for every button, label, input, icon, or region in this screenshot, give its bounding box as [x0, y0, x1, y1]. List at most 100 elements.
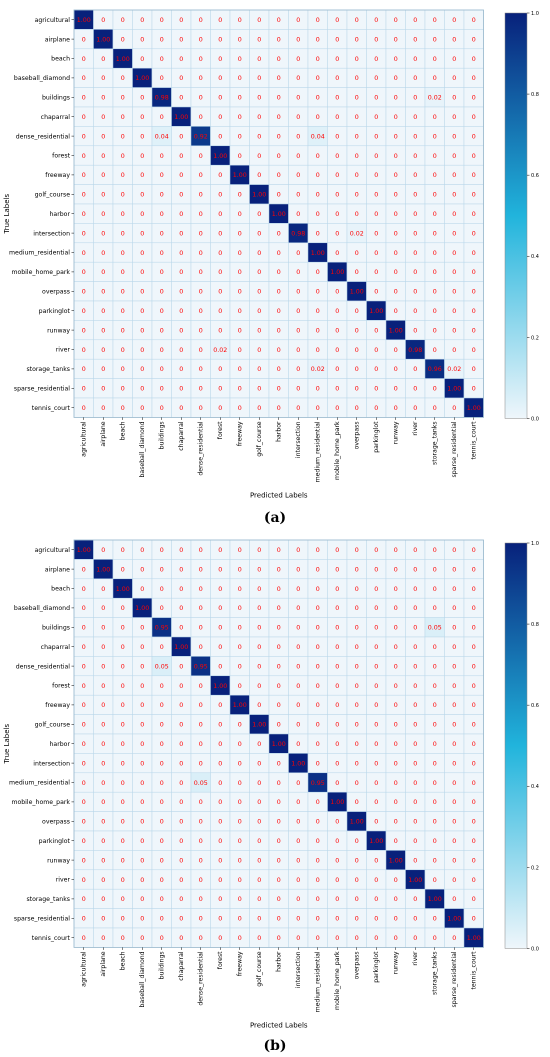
cell-value-label: 0: [472, 114, 476, 121]
cell-value-label: 0: [257, 327, 261, 334]
cell-value-label: 0: [335, 722, 339, 729]
cell-value-label: 0: [238, 56, 242, 63]
cell-value-label: 0: [160, 250, 164, 257]
cell-value-label: 0: [199, 250, 203, 257]
cell-value-label: 0: [472, 230, 476, 237]
cell-value-label: 0.02: [428, 95, 442, 102]
cell-value-label: 0: [160, 308, 164, 315]
cell-value-label: 0: [218, 838, 222, 845]
cell-value-label: 0: [199, 838, 203, 845]
cell-value-label: 0: [218, 56, 222, 63]
cell-value-label: 0: [452, 327, 456, 334]
cell-value-label: 0: [218, 702, 222, 709]
cell-value-label: 0: [121, 819, 125, 826]
colorbar-tick-label: 0.4: [531, 784, 539, 790]
cell-value-label: 0.98: [408, 347, 422, 354]
cell-value-label: 1.00: [233, 702, 247, 709]
cell-value-label: 0: [316, 153, 320, 160]
cell-value-label: 0: [452, 877, 456, 884]
cell-value-label: 0: [101, 857, 105, 864]
cell-value-label: 0: [394, 663, 398, 670]
cell-value-label: 1.00: [213, 153, 227, 160]
cell-value-label: 0: [433, 386, 437, 393]
cell-value-label: 0: [316, 916, 320, 923]
cell-value-label: 0: [238, 386, 242, 393]
cell-value-label: 0: [433, 857, 437, 864]
cell-value-label: 0: [238, 819, 242, 826]
cell-value-label: 0: [355, 211, 359, 218]
cell-value-label: 0: [179, 95, 183, 102]
cell-value-label: 0: [413, 625, 417, 632]
cell-value-label: 0: [335, 289, 339, 296]
cell-value-label: 0: [199, 916, 203, 923]
y-tick-label: sparse_residential: [14, 916, 70, 923]
x-tick-label: mobile_home_park: [334, 951, 341, 1010]
cell-value-label: 0: [199, 935, 203, 942]
cell-value-label: 0: [335, 605, 339, 612]
cell-value-label: 0: [452, 663, 456, 670]
x-axis-label: Predicted Labels: [250, 1021, 308, 1029]
cell-value-label: 0: [257, 741, 261, 748]
cell-value-label: 0: [160, 741, 164, 748]
cell-value-label: 1.00: [233, 172, 247, 179]
cell-value-label: 0: [316, 799, 320, 806]
cell-value-label: 0: [355, 269, 359, 276]
cell-value-label: 0: [413, 857, 417, 864]
cell-value-label: 0: [472, 896, 476, 903]
cell-value-label: 0: [218, 566, 222, 573]
cell-value-label: 0: [218, 586, 222, 593]
x-tick-label: storage_tanks: [432, 951, 439, 995]
cell-value-label: 0: [335, 153, 339, 160]
cell-value-label: 0: [394, 916, 398, 923]
cell-value-label: 0: [472, 211, 476, 218]
cell-value-label: 0: [82, 741, 86, 748]
cell-value-label: 0: [374, 566, 378, 573]
cell-value-label: 0: [140, 192, 144, 199]
cell-value-label: 0: [316, 566, 320, 573]
cell-value-label: 0: [277, 114, 281, 121]
cell-value-label: 0: [101, 172, 105, 179]
cell-value-label: 0.02: [350, 230, 364, 237]
x-tick-label: forest: [217, 951, 224, 969]
cell-value-label: 0.04: [311, 133, 325, 140]
cell-value-label: 0: [218, 386, 222, 393]
cell-value-label: 0: [277, 916, 281, 923]
cell-value-label: 0: [218, 250, 222, 257]
cell-value-label: 0: [179, 366, 183, 373]
cell-value-label: 0: [238, 547, 242, 554]
cell-value-label: 0: [199, 702, 203, 709]
cell-value-label: 1.00: [408, 877, 422, 884]
cell-value-label: 0: [140, 877, 144, 884]
cell-value-label: 0: [413, 760, 417, 767]
cell-value-label: 0: [121, 780, 125, 787]
cell-value-label: 0: [296, 702, 300, 709]
cell-value-label: 0: [335, 916, 339, 923]
cell-value-label: 0: [101, 211, 105, 218]
cell-value-label: 0: [472, 56, 476, 63]
cell-value-label: 0: [374, 75, 378, 82]
cell-value-label: 0: [472, 722, 476, 729]
y-tick-label: intersection: [33, 230, 70, 237]
cell-value-label: 0: [374, 36, 378, 43]
cell-value-label: 0: [257, 114, 261, 121]
cell-value-label: 1.00: [350, 289, 364, 296]
cell-value-label: 0: [238, 722, 242, 729]
x-tick-label: golf_course: [256, 421, 263, 457]
cell-value-label: 0: [472, 857, 476, 864]
colorbar-tick-label: 1.0: [531, 541, 539, 547]
cell-value-label: 0: [82, 95, 86, 102]
cell-value-label: 1.00: [213, 683, 227, 690]
cell-value-label: 0: [413, 56, 417, 63]
cell-value-label: 0: [452, 683, 456, 690]
cell-value-label: 0: [374, 133, 378, 140]
cell-value-label: 0: [140, 916, 144, 923]
cell-value-label: 0: [238, 114, 242, 121]
y-tick-label: dense_residential: [16, 133, 71, 140]
cell-value-label: 0: [257, 211, 261, 218]
cell-value-label: 0: [335, 347, 339, 354]
cell-value-label: 0: [335, 625, 339, 632]
cell-value-label: 0: [218, 935, 222, 942]
cell-value-label: 0: [101, 683, 105, 690]
cell-value-label: 0: [316, 327, 320, 334]
cell-value-label: 0: [452, 760, 456, 767]
